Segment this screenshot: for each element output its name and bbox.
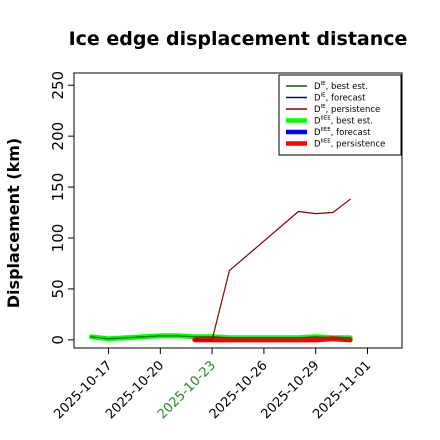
- y-tick-label: 250: [49, 71, 67, 100]
- legend-description: , forecast: [326, 94, 366, 104]
- plot-frame: [73, 72, 403, 349]
- series-lines: [88, 198, 353, 343]
- legend-symbol: D: [314, 94, 321, 104]
- legend-superscript: IE: [321, 93, 327, 99]
- series-line-2: [194, 198, 351, 341]
- legend-description: , persistence: [326, 105, 381, 115]
- legend-superscript: IIEE: [321, 139, 332, 145]
- y-tick-label: 150: [49, 173, 67, 202]
- y-axis-label: Displacement (km): [4, 138, 23, 308]
- legend-description: , best est.: [331, 117, 373, 127]
- legend-entry-label: DIE, persistence: [314, 104, 380, 115]
- series-line-5: [192, 336, 353, 343]
- legend-superscript: IE: [321, 81, 327, 87]
- y-tick-label: 0: [49, 335, 67, 345]
- legend-symbol: D: [314, 82, 321, 92]
- legend-entry-label: DIIEE, forecast: [314, 127, 371, 138]
- series-line-0: [90, 335, 351, 340]
- y-tick-label: 50: [49, 279, 67, 298]
- legend-entry-label: DIIEE, persistence: [314, 139, 385, 150]
- legend-symbol: D: [314, 117, 321, 127]
- legend-description: , best est.: [326, 82, 368, 92]
- y-tick-label: 100: [49, 224, 67, 253]
- legend-entry-label: DIIEE, best est.: [314, 116, 373, 127]
- legend-symbol: D: [314, 105, 321, 115]
- legend-superscript: IIEE: [321, 116, 332, 122]
- chart-title: Ice edge displacement distance: [69, 28, 408, 50]
- y-tick-label: 200: [49, 122, 67, 151]
- legend-symbol: D: [314, 140, 321, 150]
- legend-superscript: IE: [321, 104, 327, 110]
- legend-description: , persistence: [331, 140, 386, 150]
- legend-symbol: D: [314, 128, 321, 138]
- legend-entry-label: DIE, forecast: [314, 93, 366, 104]
- legend-superscript: IIEE: [321, 127, 332, 133]
- legend-description: , forecast: [331, 128, 371, 138]
- legend-entry-label: DIE, best est.: [314, 81, 368, 92]
